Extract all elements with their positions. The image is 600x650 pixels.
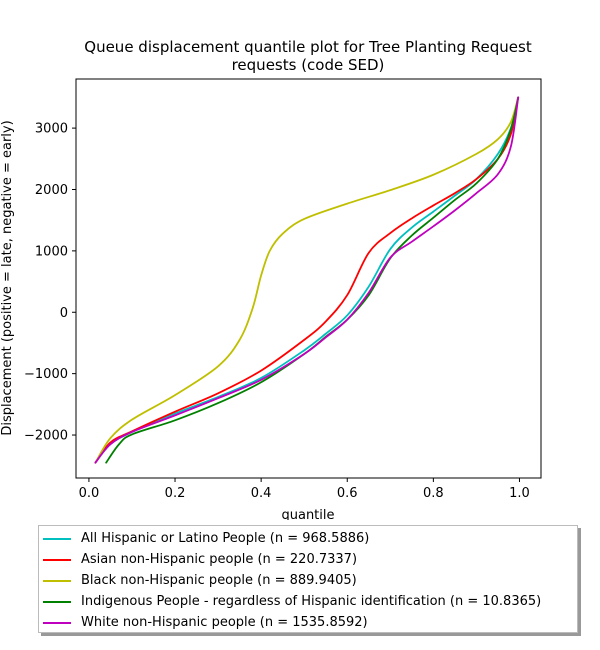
legend-label-indigenous: Indigenous People - regardless of Hispan… [81, 594, 542, 609]
x-axis: 0.0 0.2 0.4 0.6 0.8 1.0 [79, 478, 530, 501]
legend-swatch-hispanic [43, 537, 71, 540]
y-tick-label: 3000 [35, 122, 68, 137]
y-axis-label: Displacement (positive = late, negative … [0, 120, 15, 435]
legend-swatch-black [43, 579, 71, 582]
series-line-white [94, 96, 520, 464]
legend-label-asian: Asian non-Hispanic people (n = 220.7337) [81, 552, 358, 567]
x-tick-label: 0.6 [337, 486, 358, 501]
legend-item-black: Black non-Hispanic people (n = 889.9405) [39, 570, 357, 591]
series-line-asian [94, 96, 520, 464]
x-tick-label: 0.4 [251, 486, 272, 501]
legend-swatch-white [43, 621, 71, 624]
y-tick-label: −1000 [24, 367, 68, 382]
legend-item-asian: Asian non-Hispanic people (n = 220.7337) [39, 549, 357, 570]
chart: Queue displacement quantile plot for Tre… [0, 38, 542, 520]
series-layer [94, 96, 520, 464]
chart-title-line-2: requests (code SED) [232, 56, 385, 74]
x-tick-label: 0.0 [79, 486, 100, 501]
legend-swatch-asian [43, 558, 71, 561]
x-tick-label: 0.2 [165, 486, 186, 501]
y-axis: −2000 −1000 0 1000 2000 3000 [24, 122, 76, 444]
legend: All Hispanic or Latino People (n = 968.5… [38, 525, 578, 633]
x-tick-label: 1.0 [509, 486, 530, 501]
legend-label-black: Black non-Hispanic people (n = 889.9405) [81, 573, 357, 588]
legend-label-white: White non-Hispanic people (n = 1535.8592… [81, 615, 368, 630]
series-line-indigenous [105, 96, 520, 464]
plot-frame [75, 78, 542, 479]
legend-swatch-indigenous [43, 600, 71, 603]
y-tick-label: 0 [60, 306, 68, 321]
y-tick-label: 1000 [35, 244, 68, 259]
series-line-hispanic [94, 96, 520, 464]
y-tick-label: −2000 [24, 429, 68, 444]
series-line-black [94, 96, 520, 464]
legend-label-hispanic: All Hispanic or Latino People (n = 968.5… [81, 531, 370, 546]
x-axis-label: quantile [281, 508, 334, 520]
legend-item-white: White non-Hispanic people (n = 1535.8592… [39, 612, 368, 633]
x-tick-label: 0.8 [423, 486, 444, 501]
legend-item-hispanic: All Hispanic or Latino People (n = 968.5… [39, 528, 369, 549]
legend-item-indigenous: Indigenous People - regardless of Hispan… [39, 591, 541, 612]
y-tick-label: 2000 [35, 183, 68, 198]
chart-title-line-1: Queue displacement quantile plot for Tre… [84, 38, 532, 56]
